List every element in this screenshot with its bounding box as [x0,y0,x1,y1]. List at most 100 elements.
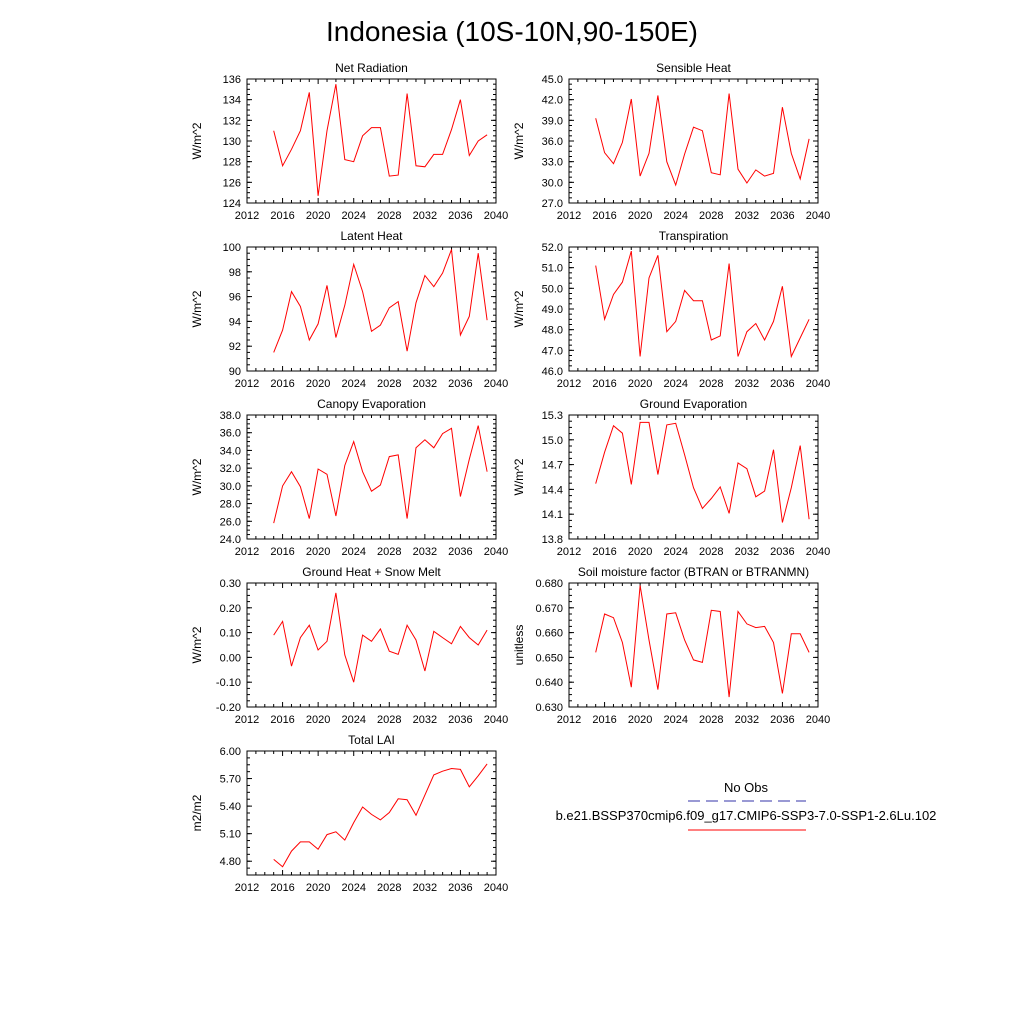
x-tick-label: 2028 [377,882,401,894]
panel-title: Soil moisture factor (BTRAN or BTRANMN) [578,565,809,579]
x-tick-label: 2016 [592,546,616,558]
x-tick-label: 2032 [413,210,437,222]
x-tick-label: 2028 [699,714,723,726]
y-tick-label: 0.30 [220,578,241,590]
x-tick-label: 2032 [413,378,437,390]
x-tick-label: 2016 [592,378,616,390]
panel-title: Net Radiation [335,61,408,75]
page-title: Indonesia (10S-10N,90-150E) [326,16,698,47]
y-tick-label: 0.10 [220,628,241,640]
y-tick-label: 96 [229,292,241,304]
y-axis-label: m2/m2 [190,794,204,831]
panel: Net Radiation W/m^2 2012 2016 2020 2024 2028 20… [190,61,508,222]
x-tick-label: 2020 [306,882,330,894]
y-tick-label: 27.0 [542,198,563,210]
y-tick-label: 36.0 [220,428,241,440]
x-tick-label: 2016 [270,882,294,894]
x-tick-label: 2024 [663,546,687,558]
panel-title: Latent Heat [340,229,403,243]
y-tick-label: 128 [223,157,241,169]
x-tick-label: 2012 [557,378,581,390]
y-tick-label: 15.0 [542,435,563,447]
x-tick-label: 2036 [770,210,794,222]
y-tick-label: 5.10 [220,829,241,841]
y-tick-label: 100 [223,242,241,254]
series-line [595,93,810,187]
plot-frame [568,582,819,708]
x-tick-label: 2040 [484,714,508,726]
y-tick-label: 98 [229,267,241,279]
y-tick-label: 124 [223,198,241,210]
x-tick-label: 2012 [235,714,259,726]
x-tick-label: 2024 [341,882,365,894]
x-tick-label: 2040 [484,882,508,894]
y-tick-label: 136 [223,74,241,86]
x-tick-label: 2032 [413,546,437,558]
y-axis-label: W/m^2 [190,626,204,663]
y-tick-label: 26.0 [220,516,241,528]
y-tick-label: 0.20 [220,603,241,615]
series-line [595,585,810,698]
x-tick-label: 2040 [484,210,508,222]
x-tick-label: 2036 [770,546,794,558]
panel-title: Total LAI [348,733,395,747]
y-tick-label: 49.0 [542,304,563,316]
x-tick-label: 2028 [377,210,401,222]
y-tick-label: 36.0 [542,136,563,148]
x-tick-label: 2036 [448,714,472,726]
x-tick-label: 2012 [235,378,259,390]
y-tick-label: 39.0 [542,115,563,127]
x-tick-label: 2036 [448,378,472,390]
x-tick-label: 2020 [306,714,330,726]
x-tick-label: 2028 [377,546,401,558]
y-axis-label: W/m^2 [190,122,204,159]
y-tick-label: 130 [223,136,241,148]
y-tick-label: 45.0 [542,74,563,86]
x-tick-label: 2028 [377,714,401,726]
x-tick-label: 2032 [735,714,759,726]
y-tick-label: 132 [223,115,241,127]
y-tick-label: 38.0 [220,410,241,422]
y-tick-label: 94 [229,316,241,328]
y-axis-label: unitless [512,625,526,666]
x-tick-label: 2040 [484,378,508,390]
y-tick-label: -0.10 [216,677,241,689]
y-tick-label: 13.8 [542,534,563,546]
panel: Transpiration W/m^2 2012 2016 2020 2024 2028 20… [512,229,830,390]
x-tick-label: 2016 [270,546,294,558]
x-tick-label: 2020 [628,378,652,390]
panel: Sensible Heat W/m^2 2012 2016 2020 2024 2028 20… [512,61,830,222]
panel-title: Sensible Heat [656,61,731,75]
x-tick-label: 2036 [770,714,794,726]
x-tick-label: 2028 [699,210,723,222]
x-tick-label: 2036 [448,546,472,558]
panel: Total LAI m2/m2 2012 2016 2020 2024 2028 2032 20… [190,733,508,894]
y-tick-label: 6.00 [220,746,241,758]
y-tick-label: 24.0 [220,534,241,546]
plot-frame [246,582,497,708]
x-tick-label: 2040 [806,210,830,222]
x-tick-label: 2040 [806,546,830,558]
y-tick-label: 0.680 [535,578,563,590]
x-tick-label: 2024 [663,378,687,390]
plot-frame [568,78,819,204]
x-tick-label: 2028 [377,378,401,390]
y-tick-label: 42.0 [542,95,563,107]
x-tick-label: 2016 [270,714,294,726]
y-tick-label: 48.0 [542,325,563,337]
x-tick-label: 2012 [235,210,259,222]
series-line [273,763,488,868]
y-tick-label: 32.0 [220,463,241,475]
y-tick-label: 5.40 [220,801,241,813]
x-tick-label: 2020 [306,546,330,558]
y-tick-label: 5.70 [220,774,241,786]
panel: Ground Evaporation W/m^2 2012 2016 2020 2024 2… [512,397,830,558]
x-tick-label: 2024 [341,546,365,558]
y-tick-label: 126 [223,177,241,189]
y-axis-label: W/m^2 [190,290,204,327]
x-tick-label: 2016 [270,210,294,222]
y-tick-label: 47.0 [542,345,563,357]
x-tick-label: 2024 [341,378,365,390]
y-tick-label: 30.0 [542,177,563,189]
y-tick-label: 34.0 [220,445,241,457]
